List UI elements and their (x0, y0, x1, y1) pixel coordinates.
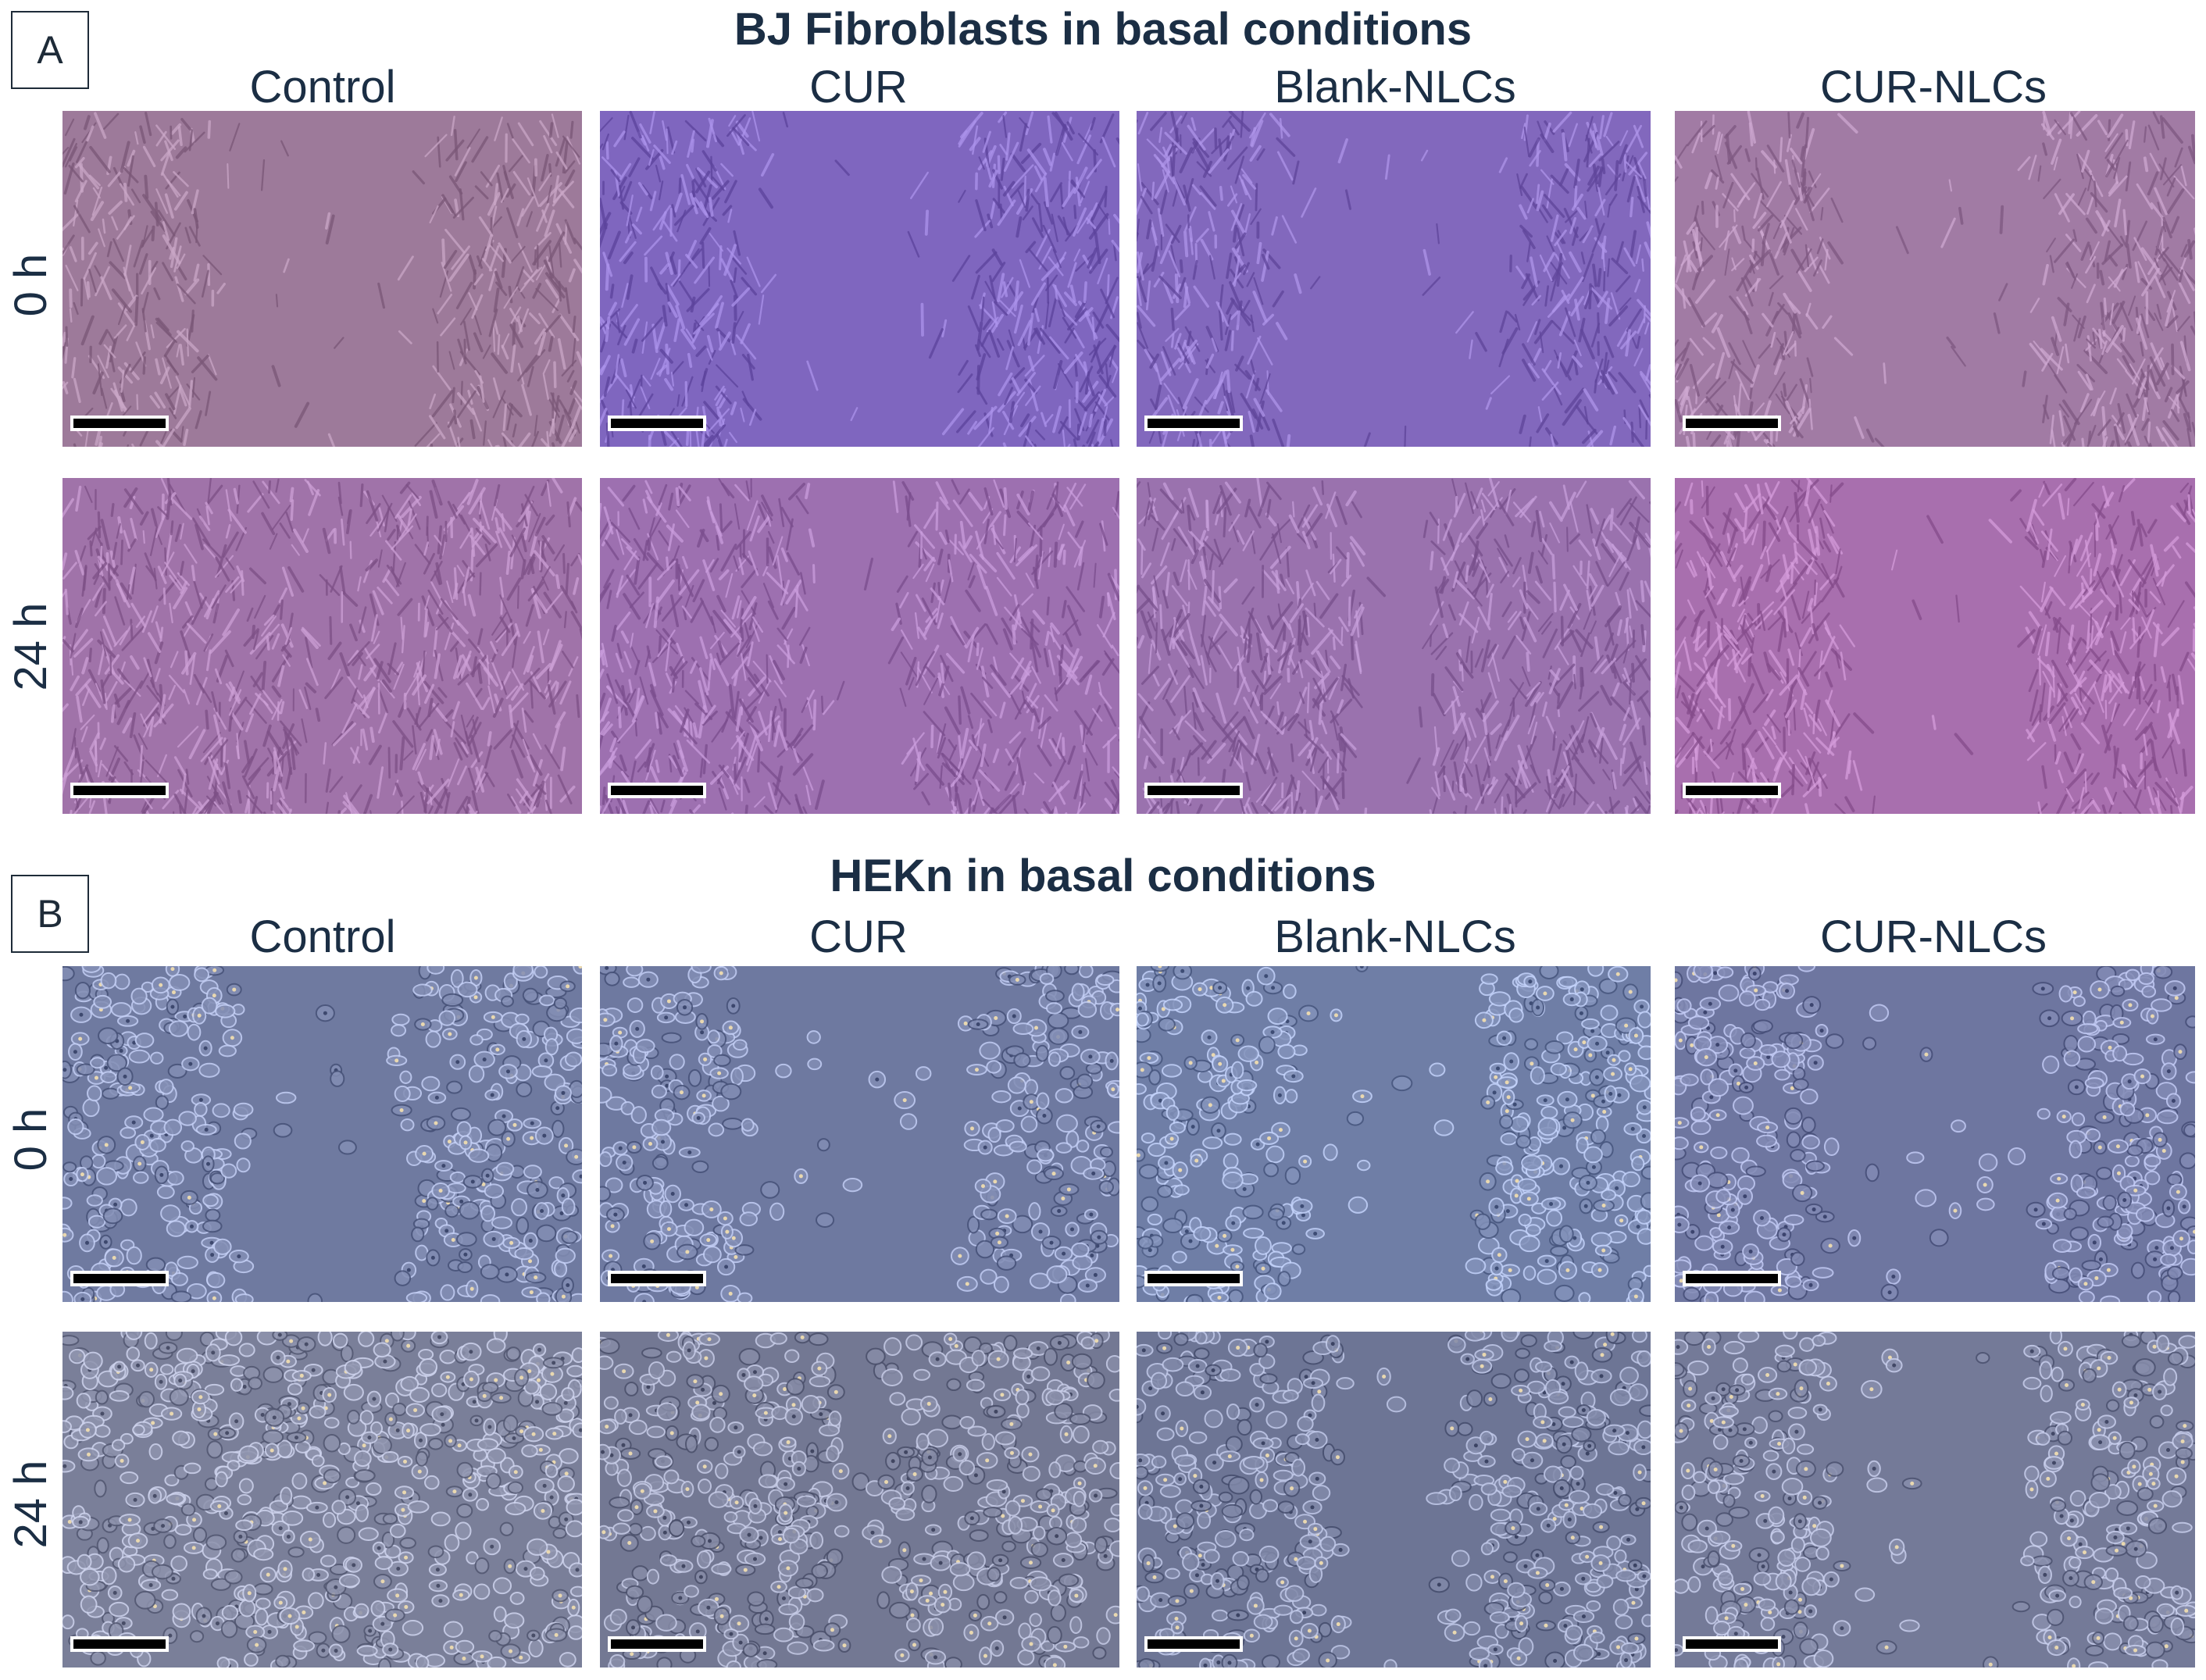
panel-a-col-cur: CUR (809, 62, 908, 112)
panel-b-col-control: Control (249, 911, 396, 962)
panel-b-row-24h: 24 h (5, 1460, 56, 1549)
micrograph-b-cur-nlcs-24h (1675, 1332, 2195, 1668)
scale-bar (1683, 1271, 1781, 1286)
micrograph-background (600, 1332, 1119, 1668)
micrograph-background (1137, 111, 1651, 447)
scale-bar (1144, 783, 1243, 798)
scale-bar (1144, 1636, 1243, 1652)
micrograph-texture (1137, 478, 1651, 814)
panel-b-tag: B (11, 875, 89, 953)
micrograph-a-cur-0h (600, 111, 1119, 447)
micrograph-texture (62, 478, 582, 814)
panel-a-col-control: Control (249, 62, 396, 112)
micrograph-b-cur-24h (600, 1332, 1119, 1668)
scale-bar (608, 1271, 706, 1286)
micrograph-a-blank-nlcs-0h (1137, 111, 1651, 447)
micrograph-texture (600, 966, 1119, 1302)
micrograph-texture (1137, 966, 1651, 1302)
micrograph-a-blank-nlcs-24h (1137, 478, 1651, 814)
micrograph-texture (1675, 478, 2195, 814)
micrograph-background (62, 478, 582, 814)
micrograph-texture (1137, 1332, 1651, 1668)
scale-bar (70, 1636, 169, 1652)
micrograph-texture (1675, 111, 2195, 447)
panel-b-col-cur: CUR (809, 911, 908, 962)
panel-a-col-cur-nlcs: CUR-NLCs (1820, 62, 2047, 112)
micrograph-texture (600, 1332, 1119, 1668)
scale-bar (70, 783, 169, 798)
micrograph-b-blank-nlcs-0h (1137, 966, 1651, 1302)
micrograph-texture (62, 966, 582, 1302)
scale-bar (608, 1636, 706, 1652)
micrograph-b-cur-nlcs-0h (1675, 966, 2195, 1302)
micrograph-background (62, 111, 582, 447)
micrograph-a-control-24h (62, 478, 582, 814)
panel-a-col-blank-nlcs: Blank-NLCs (1274, 62, 1516, 112)
micrograph-b-control-24h (62, 1332, 582, 1668)
scale-bar (1683, 1636, 1781, 1652)
panel-a-tag: A (11, 11, 89, 89)
scale-bar (1683, 416, 1781, 431)
micrograph-texture (1137, 111, 1651, 447)
micrograph-a-cur-nlcs-24h (1675, 478, 2195, 814)
panel-b-row-0h: 0 h (5, 1108, 56, 1172)
scale-bar (1144, 1271, 1243, 1286)
panel-a-row-24h: 24 h (5, 602, 56, 691)
panel-b-title: HEKn in basal conditions (830, 851, 1376, 901)
scale-bar (70, 416, 169, 431)
micrograph-texture (1675, 1332, 2195, 1668)
micrograph-b-control-0h (62, 966, 582, 1302)
micrograph-b-blank-nlcs-24h (1137, 1332, 1651, 1668)
micrograph-texture (1675, 966, 2195, 1302)
micrograph-texture (600, 111, 1119, 447)
panel-b-col-cur-nlcs: CUR-NLCs (1820, 911, 2047, 962)
scale-bar (1683, 783, 1781, 798)
micrograph-texture (62, 111, 582, 447)
panel-b-col-blank-nlcs: Blank-NLCs (1274, 911, 1516, 962)
scale-bar (608, 783, 706, 798)
micrograph-a-cur-nlcs-0h (1675, 111, 2195, 447)
micrograph-b-cur-0h (600, 966, 1119, 1302)
panel-a-title: BJ Fibroblasts in basal conditions (734, 4, 1472, 55)
micrograph-texture (62, 1332, 582, 1668)
micrograph-a-cur-24h (600, 478, 1119, 814)
scale-bar (608, 416, 706, 431)
scale-bar (1144, 416, 1243, 431)
panel-a-row-0h: 0 h (5, 253, 56, 317)
micrograph-texture (600, 478, 1119, 814)
micrograph-a-control-0h (62, 111, 582, 447)
scale-bar (70, 1271, 169, 1286)
